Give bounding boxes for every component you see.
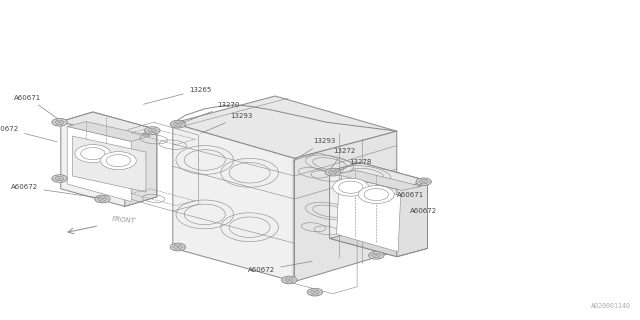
Polygon shape bbox=[173, 96, 397, 158]
Circle shape bbox=[358, 186, 394, 204]
Circle shape bbox=[369, 252, 384, 259]
Circle shape bbox=[333, 178, 369, 196]
Polygon shape bbox=[61, 112, 157, 139]
Polygon shape bbox=[61, 112, 157, 206]
Text: A60671: A60671 bbox=[397, 184, 424, 198]
Polygon shape bbox=[336, 170, 421, 190]
Polygon shape bbox=[397, 181, 428, 257]
Text: A60671: A60671 bbox=[14, 95, 57, 118]
Circle shape bbox=[170, 243, 186, 251]
Text: FRONT: FRONT bbox=[112, 216, 136, 224]
Text: A020001140: A020001140 bbox=[590, 303, 630, 309]
Text: 13293: 13293 bbox=[296, 139, 336, 159]
Text: A60672: A60672 bbox=[248, 261, 312, 273]
Polygon shape bbox=[173, 123, 294, 282]
Circle shape bbox=[75, 145, 111, 163]
Text: A60672: A60672 bbox=[0, 126, 57, 142]
Circle shape bbox=[52, 118, 67, 126]
Text: 13272: 13272 bbox=[332, 148, 355, 168]
Circle shape bbox=[416, 178, 431, 186]
Polygon shape bbox=[125, 130, 157, 206]
Circle shape bbox=[100, 152, 136, 170]
Polygon shape bbox=[330, 163, 428, 189]
Polygon shape bbox=[67, 126, 131, 202]
Text: A60672: A60672 bbox=[12, 184, 100, 198]
Polygon shape bbox=[67, 122, 150, 141]
Polygon shape bbox=[330, 163, 428, 257]
Text: 13278: 13278 bbox=[335, 159, 371, 172]
Circle shape bbox=[307, 288, 323, 296]
Circle shape bbox=[52, 175, 67, 182]
Circle shape bbox=[145, 127, 160, 134]
Text: 13265: 13265 bbox=[143, 87, 211, 104]
Text: 13270: 13270 bbox=[182, 102, 240, 123]
Polygon shape bbox=[294, 131, 397, 282]
Text: A60672: A60672 bbox=[410, 208, 436, 214]
Circle shape bbox=[95, 195, 110, 203]
Circle shape bbox=[282, 276, 297, 284]
Circle shape bbox=[170, 120, 186, 128]
Circle shape bbox=[325, 168, 340, 176]
Text: 13293: 13293 bbox=[201, 113, 253, 133]
Polygon shape bbox=[337, 179, 401, 252]
Polygon shape bbox=[72, 136, 146, 192]
Polygon shape bbox=[330, 230, 428, 257]
